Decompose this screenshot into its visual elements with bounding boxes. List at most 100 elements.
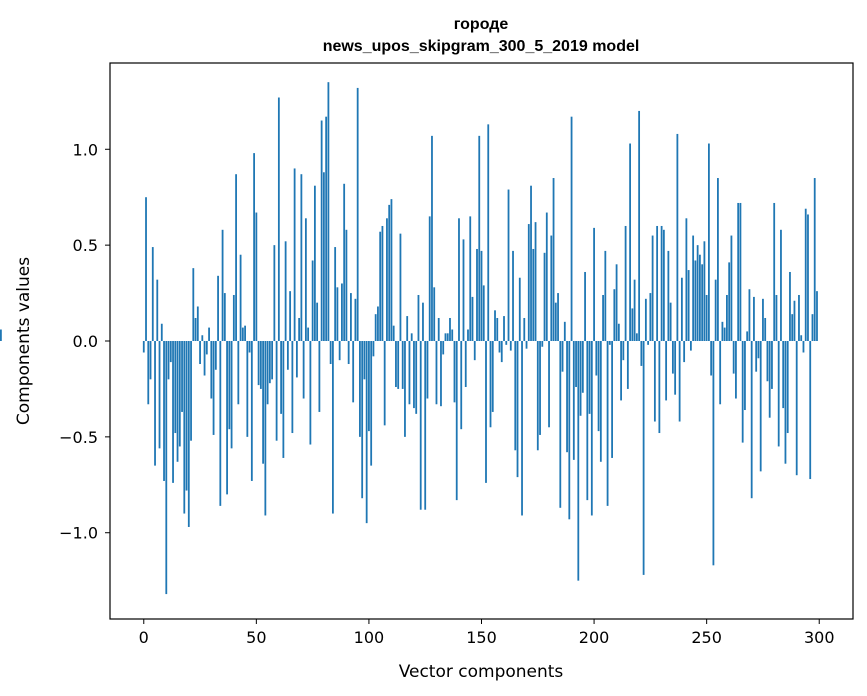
bar-52 xyxy=(259,341,262,389)
bar-268 xyxy=(746,331,749,341)
bar-253 xyxy=(712,341,715,566)
bar-82 xyxy=(327,82,330,342)
bar-20 xyxy=(187,341,190,527)
bar-88 xyxy=(341,283,343,341)
bar-53 xyxy=(262,341,264,464)
bar-127 xyxy=(428,216,431,341)
bar-120 xyxy=(413,341,415,409)
bar-140 xyxy=(458,218,460,341)
bar-235 xyxy=(671,341,674,374)
bar-189 xyxy=(568,341,571,520)
bar-250 xyxy=(705,294,708,341)
bar-29 xyxy=(208,327,210,341)
bar-201 xyxy=(595,341,598,376)
bar-98 xyxy=(363,341,366,380)
x-axis-ticks: 0 50 100 150 200 250 300 xyxy=(139,619,835,647)
bar-162 xyxy=(507,189,510,341)
bar-126 xyxy=(426,341,429,399)
bar-283 xyxy=(780,229,782,341)
bar-257 xyxy=(721,321,724,341)
bar-74 xyxy=(309,341,312,445)
bar-142 xyxy=(462,239,465,341)
bar-157 xyxy=(496,317,499,341)
bar-54 xyxy=(264,341,267,516)
bar-263 xyxy=(735,341,737,399)
bar-261 xyxy=(730,235,733,341)
bar-124 xyxy=(422,302,424,341)
bar-249 xyxy=(703,241,706,341)
bar-series xyxy=(0,82,818,595)
bar-83 xyxy=(329,341,332,365)
bar-242 xyxy=(687,270,690,341)
bar-211 xyxy=(617,323,620,341)
bar-58 xyxy=(273,245,276,341)
bar-60 xyxy=(277,97,280,341)
bar-199 xyxy=(590,341,593,516)
bar-16 xyxy=(178,341,181,447)
bar-223 xyxy=(644,298,647,341)
bar-115 xyxy=(401,341,404,389)
bar-276 xyxy=(764,317,767,341)
bar-240 xyxy=(683,341,686,363)
bar-287 xyxy=(789,271,791,341)
bar-184 xyxy=(557,293,559,341)
bar-229 xyxy=(658,341,661,434)
bar-89 xyxy=(343,183,346,341)
bar-66 xyxy=(291,341,294,434)
bar-133 xyxy=(442,341,445,355)
bar-269 xyxy=(748,289,751,341)
bar-48 xyxy=(250,341,253,481)
bar-258 xyxy=(723,327,726,341)
x-axis-label: Vector components xyxy=(399,662,564,682)
bar-181 xyxy=(550,235,553,341)
x-tick-label: 150 xyxy=(466,628,497,647)
bar-105 xyxy=(379,231,382,341)
bar-241 xyxy=(685,218,688,341)
bar-5 xyxy=(154,341,156,466)
bar-139 xyxy=(455,341,458,501)
bar-43 xyxy=(239,254,242,341)
bar-277 xyxy=(766,341,769,382)
y-axis-ticks: −1.0 −0.5 0.0 0.5 1.0 xyxy=(59,140,110,543)
bar-196 xyxy=(584,271,586,341)
bar-247 xyxy=(699,254,701,341)
bar-55 xyxy=(266,341,269,405)
bar-141 xyxy=(460,341,463,430)
bar-298 xyxy=(813,178,816,341)
bar-68 xyxy=(295,341,298,378)
bar-175 xyxy=(536,341,539,451)
bar-11 xyxy=(167,341,170,380)
bar-49 xyxy=(253,153,255,341)
bar-42 xyxy=(237,341,240,405)
bar-45 xyxy=(244,325,246,341)
bar-174 xyxy=(534,222,537,341)
bar-99 xyxy=(365,341,368,524)
bar-281 xyxy=(775,294,778,341)
bar-37 xyxy=(226,341,228,495)
bar-8 xyxy=(160,323,163,341)
bar-284 xyxy=(782,341,785,409)
bar-218 xyxy=(633,279,636,341)
bar-273 xyxy=(757,341,760,359)
bar-13 xyxy=(172,341,174,483)
bar-252 xyxy=(710,341,713,376)
bar-183 xyxy=(554,302,557,341)
bar-168 xyxy=(521,341,523,516)
bar-150 xyxy=(480,250,483,341)
bar-19 xyxy=(185,341,188,491)
bar-161 xyxy=(505,341,508,345)
bar-266 xyxy=(741,341,744,443)
bar-224 xyxy=(647,341,650,345)
bar-136 xyxy=(449,317,451,341)
bar-173 xyxy=(532,248,535,341)
bar-292 xyxy=(800,335,803,341)
bar-undefined xyxy=(0,329,2,341)
bar-188 xyxy=(566,341,568,453)
bar-75 xyxy=(311,260,314,341)
bar-40 xyxy=(232,294,235,341)
bar-217 xyxy=(631,308,634,341)
bar-193 xyxy=(577,341,580,581)
bar-207 xyxy=(608,341,611,345)
bar-234 xyxy=(669,302,672,341)
